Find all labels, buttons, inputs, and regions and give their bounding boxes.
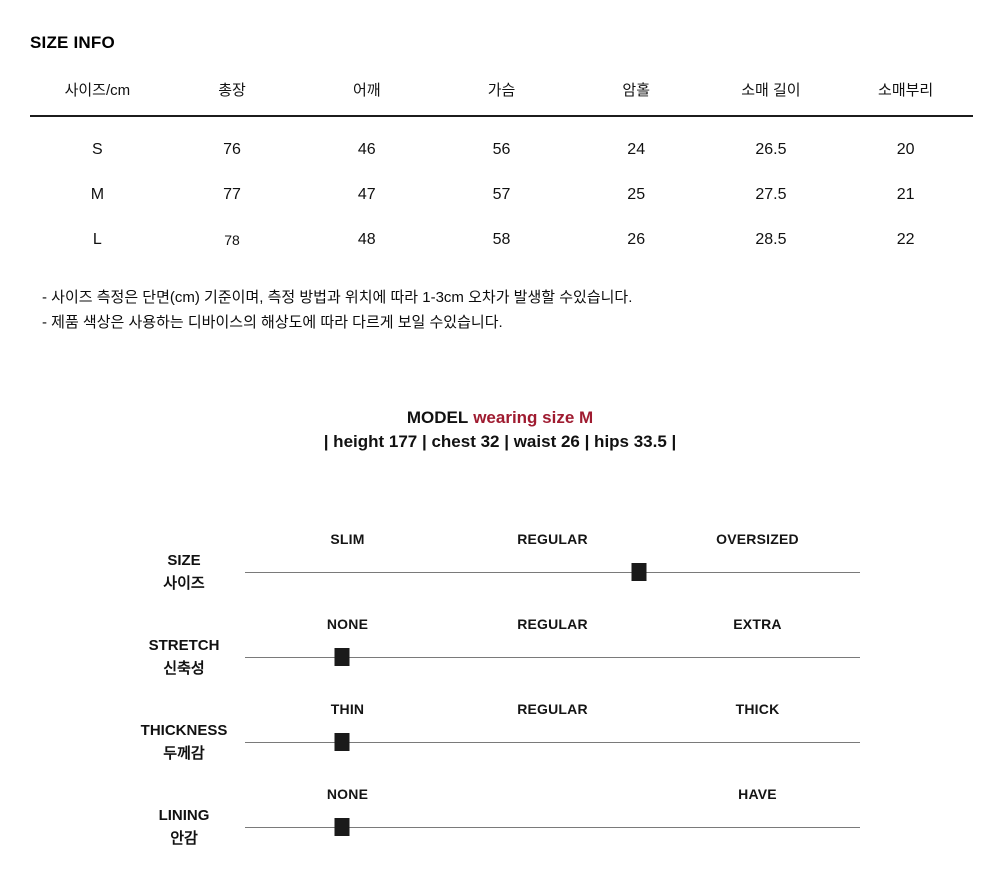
attribute-row-lining: LINING 안감 NONE HAVE <box>0 779 1000 864</box>
slider-marker-size <box>631 563 647 581</box>
note-measurement-tolerance: - 사이즈 측정은 단면(cm) 기준이며, 측정 방법과 위치에 따라 1-3… <box>42 289 633 306</box>
table-row-s: S 76 46 56 24 26.5 20 <box>30 127 973 172</box>
slider-marker-lining <box>334 818 350 836</box>
header-sleeve-length: 소매 길이 <box>741 82 801 99</box>
table-cell: 21 <box>896 185 915 203</box>
table-cell: 77 <box>223 185 241 203</box>
attribute-label-en: LINING <box>158 807 210 824</box>
option-label: HAVE <box>738 786 777 802</box>
attribute-row-size: SIZE 사이즈 SLIM REGULAR OVERSIZED <box>0 524 1000 609</box>
attribute-row-stretch: STRETCH 신축성 NONE REGULAR EXTRA <box>0 609 1000 694</box>
size-table-header: 사이즈/cm 총장 어깨 가슴 암홀 소매 길이 소매부리 <box>30 64 973 117</box>
option-labels: NONE HAVE <box>245 787 860 801</box>
table-cell: 56 <box>492 140 511 158</box>
table-cell: M <box>90 185 105 203</box>
page-title: SIZE INFO <box>30 33 115 52</box>
table-cell: L <box>92 230 102 248</box>
table-row-m: M 77 47 57 25 27.5 21 <box>30 172 973 217</box>
header-chest: 가슴 <box>487 82 516 99</box>
slider-track <box>245 572 860 573</box>
option-label: THIN <box>330 701 365 717</box>
model-info: MODEL wearing size M | height 177 | chest… <box>0 406 1000 454</box>
model-wearing-size: wearing size M <box>473 408 594 427</box>
attribute-label-ko: 안감 <box>170 830 198 847</box>
size-notes: - 사이즈 측정은 단면(cm) 기준이며, 측정 방법과 위치에 따라 1-3… <box>42 285 632 335</box>
model-heading: MODEL wearing size M <box>0 406 1000 430</box>
table-cell: 57 <box>492 185 511 203</box>
option-label <box>450 787 655 801</box>
slider-track <box>245 742 860 743</box>
attribute-label-ko: 사이즈 <box>163 575 205 592</box>
model-measurements: | height 177 | chest 32 | waist 26 | hip… <box>323 432 677 451</box>
slider-marker-thickness <box>334 733 350 751</box>
table-cell: 27.5 <box>755 185 787 203</box>
table-cell: 26.5 <box>755 140 787 158</box>
header-sleeve-cuff: 소매부리 <box>878 82 934 99</box>
table-cell: 76 <box>223 140 241 158</box>
table-cell: 26 <box>627 230 646 248</box>
table-cell: 78 <box>224 231 240 248</box>
option-label: REGULAR <box>517 701 588 717</box>
attribute-label-size: SIZE 사이즈 <box>124 549 244 595</box>
table-cell: 48 <box>357 230 376 248</box>
option-labels: THIN REGULAR THICK <box>245 702 860 716</box>
table-cell: 22 <box>896 230 915 248</box>
header-shoulder: 어깨 <box>352 82 381 99</box>
header-total-length: 총장 <box>218 82 246 99</box>
model-label: MODEL <box>406 408 469 427</box>
option-label: THICK <box>735 701 780 717</box>
option-label: NONE <box>326 616 369 632</box>
option-label: REGULAR <box>517 616 588 632</box>
attribute-label-en: SIZE <box>167 552 201 569</box>
option-label: REGULAR <box>517 531 588 547</box>
option-label: NONE <box>326 786 369 802</box>
slider-track <box>245 827 860 828</box>
table-cell: 28.5 <box>755 230 787 248</box>
attribute-label-stretch: STRETCH 신축성 <box>124 634 244 680</box>
slider-track <box>245 657 860 658</box>
table-cell: 24 <box>627 140 646 158</box>
option-label: SLIM <box>330 531 365 547</box>
attribute-label-lining: LINING 안감 <box>124 804 244 850</box>
option-labels: SLIM REGULAR OVERSIZED <box>245 532 860 546</box>
size-table-body: S 76 46 56 24 26.5 20 M 77 47 57 25 27.5… <box>30 117 973 262</box>
table-cell: 47 <box>357 185 376 203</box>
option-label: EXTRA <box>733 616 782 632</box>
size-table: 사이즈/cm 총장 어깨 가슴 암홀 소매 길이 소매부리 S 76 46 56… <box>30 64 973 262</box>
table-row-l: L 78 48 58 26 28.5 22 <box>30 217 973 262</box>
header-armhole: 암홀 <box>622 82 650 99</box>
slider-marker-stretch <box>334 648 350 666</box>
note-color-display: - 제품 색상은 사용하는 디바이스의 해상도에 따라 다르게 보일 수있습니다… <box>42 314 503 331</box>
attribute-label-ko: 신축성 <box>163 660 205 677</box>
table-cell: 46 <box>357 140 376 158</box>
attribute-label-en: STRETCH <box>148 637 220 654</box>
option-label: OVERSIZED <box>716 531 799 547</box>
table-cell: S <box>92 140 103 158</box>
table-cell: 25 <box>627 185 646 203</box>
attribute-row-thickness: THICKNESS 두께감 THIN REGULAR THICK <box>0 694 1000 779</box>
attribute-label-ko: 두께감 <box>163 745 205 762</box>
header-size-unit: 사이즈/cm <box>64 82 131 99</box>
table-cell: 20 <box>896 140 915 158</box>
option-labels: NONE REGULAR EXTRA <box>245 617 860 631</box>
table-cell: 58 <box>492 230 511 248</box>
attribute-label-thickness: THICKNESS 두께감 <box>124 719 244 765</box>
attribute-label-en: THICKNESS <box>140 722 228 739</box>
